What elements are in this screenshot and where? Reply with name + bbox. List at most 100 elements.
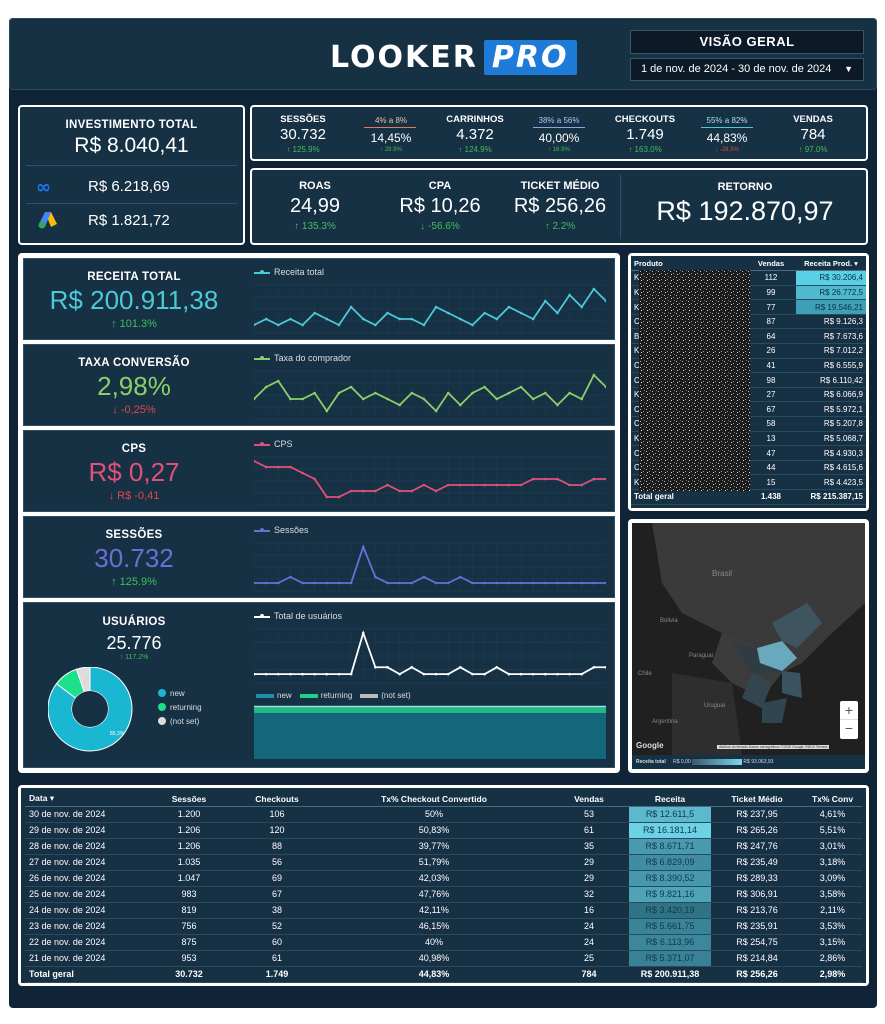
data-point: [398, 672, 401, 676]
data-point: [556, 311, 559, 315]
col-produto[interactable]: Produto: [631, 256, 746, 272]
legend-dot: [158, 703, 166, 711]
data-point: [276, 672, 280, 676]
daily-cell: 1.200: [143, 806, 235, 823]
sort-desc-icon: ▾: [854, 258, 858, 268]
daily-cell: 29: [549, 854, 629, 871]
zoom-out-icon[interactable]: −: [844, 720, 854, 736]
user-type-legend-label: returning: [170, 703, 202, 712]
meta-icon: ∞: [36, 177, 51, 198]
data-point: [254, 397, 256, 401]
checkouts-delta: 163.0%: [634, 145, 662, 154]
products-total-receita: R$ 215.387,15: [796, 489, 866, 505]
data-point: [592, 665, 596, 669]
data-point: [301, 397, 304, 401]
data-point: [349, 305, 353, 309]
legend-swatch: [254, 441, 270, 446]
data-point: [507, 483, 511, 487]
col-vendas[interactable]: Vendas: [746, 256, 796, 272]
daily-cell: 3,01%: [803, 838, 862, 855]
data-point: [386, 397, 389, 401]
revenue-map[interactable]: Brasil Bolivia Paraguai Chile Uruguai Ar…: [632, 523, 865, 755]
data-point: [410, 391, 414, 395]
data-point: [374, 575, 377, 579]
data-point: [471, 672, 474, 676]
chart-legend: Sessões: [254, 525, 309, 535]
daily-cell: 3,09%: [803, 870, 862, 887]
data-point: [374, 489, 377, 493]
ticket-label: TICKET MÉDIO: [520, 180, 600, 192]
data-point: [289, 317, 292, 321]
data-point: [361, 631, 365, 635]
map-legend-gradient: [692, 758, 743, 765]
daily-row[interactable]: 27 de nov. de 2024 1.035 56 51,79% 29 R$ 6.82…: [25, 854, 862, 871]
area-band-returning: [254, 707, 606, 713]
daily-col-header[interactable]: Sessões: [143, 792, 235, 807]
product-revenue: R$ 9.126,3: [796, 314, 866, 330]
daily-cell: 88: [235, 838, 319, 855]
daily-row[interactable]: 23 de nov. de 2024 756 52 46,15% 24 R$ 5.661,…: [25, 918, 862, 935]
daily-row[interactable]: 25 de nov. de 2024 983 67 47,76% 32 R$ 9.821,…: [25, 886, 862, 903]
daily-cell: 61: [549, 822, 629, 839]
product-sales: 99: [746, 285, 796, 301]
daily-total-cell: 2,98%: [803, 966, 862, 983]
data-point: [276, 581, 280, 585]
date-range-value: 1 de nov. de 2024 - 30 de nov. de 2024: [641, 63, 832, 75]
col-receita[interactable]: Receita Prod. ▾: [796, 256, 866, 272]
daily-col-header[interactable]: Receita: [629, 792, 711, 807]
metrics-section: RECEITA TOTAL R$ 200.911,38 ↑ 101.3% Rec…: [18, 253, 620, 773]
map-attribution[interactable]: Atalhos do teclado Dados cartográficos ©…: [717, 745, 830, 749]
user-type-legend-label: (not set): [170, 717, 200, 726]
rate3-range: 55% a 82%: [706, 116, 748, 125]
dropdown-caret-icon: ▼: [844, 64, 853, 74]
legend-dot: [158, 689, 166, 697]
map-legend: Receita total R$ 0,00 R$ 93.063,93: [632, 755, 865, 769]
data-point: [434, 672, 438, 676]
daily-row[interactable]: 28 de nov. de 2024 1.206 88 39,77% 35 R$ 8.67…: [25, 838, 862, 855]
cpa-delta: -56.6%: [428, 221, 460, 232]
data-point: [459, 483, 462, 487]
chart-legend-label: Receita total: [274, 267, 325, 277]
daily-col-label: Data: [29, 793, 48, 804]
products-total-vendas: 1.438: [746, 489, 796, 505]
daily-cell: 51,79%: [319, 854, 549, 871]
daily-row[interactable]: 29 de nov. de 2024 1.206 120 50,83% 61 R$ 16.…: [25, 822, 862, 839]
daily-cell: R$ 8.671,71: [629, 838, 711, 855]
daily-cell: 4,61%: [803, 806, 862, 823]
map-card: Brasil Bolivia Paraguai Chile Uruguai Ar…: [628, 519, 869, 773]
data-point: [531, 672, 535, 676]
daily-total-cell: R$ 200.911,38: [629, 966, 711, 983]
daily-col-header[interactable]: Tx% Conv: [803, 792, 862, 807]
series-line: [254, 544, 606, 584]
daily-row[interactable]: 26 de nov. de 2024 1.047 69 42,03% 29 R$ 8.39…: [25, 870, 862, 887]
data-point: [459, 575, 462, 579]
pie-percent-label: 85,3%: [110, 731, 125, 737]
daily-col-header[interactable]: Data ▾: [25, 792, 143, 807]
daily-row[interactable]: 21 de nov. de 2024 953 61 40,98% 25 R$ 5.371,…: [25, 950, 862, 967]
daily-col-header[interactable]: Vendas: [549, 792, 629, 807]
daily-row[interactable]: 24 de nov. de 2024 819 38 42,11% 16 R$ 3.420,…: [25, 902, 862, 919]
metric-delta: -0,25%: [120, 404, 156, 416]
data-point: [604, 385, 606, 389]
data-point: [422, 323, 426, 327]
legend-swatch: [254, 527, 270, 532]
daily-col-header[interactable]: Checkouts: [235, 792, 319, 807]
daily-row[interactable]: 22 de nov. de 2024 875 60 40% 24 R$ 6.113,96 R…: [25, 934, 862, 951]
google-logo: Google: [636, 741, 664, 750]
product-revenue: R$ 5.068,7: [796, 431, 866, 447]
daily-cell: 24 de nov. de 2024: [25, 902, 143, 919]
daily-cell: 47,76%: [319, 886, 549, 903]
daily-col-header[interactable]: Tx% Checkout Convertido: [319, 792, 549, 807]
daily-row[interactable]: 30 de nov. de 2024 1.200 106 50% 53 R$ 12.611…: [25, 806, 862, 823]
data-point: [337, 672, 341, 676]
zoom-in-icon[interactable]: +: [840, 701, 858, 720]
logo-text: LOOKER: [330, 40, 478, 75]
daily-cell: R$ 214,84: [711, 950, 803, 967]
metric-value: R$ 200.911,38: [49, 285, 219, 315]
daily-col-header[interactable]: Ticket Médio: [711, 792, 803, 807]
data-point: [301, 581, 304, 585]
product-sales: 98: [746, 372, 796, 388]
daily-cell: 1.206: [143, 822, 235, 839]
date-range-selector[interactable]: 1 de nov. de 2024 - 30 de nov. de 2024 ▼: [630, 58, 864, 81]
data-point: [313, 672, 316, 676]
